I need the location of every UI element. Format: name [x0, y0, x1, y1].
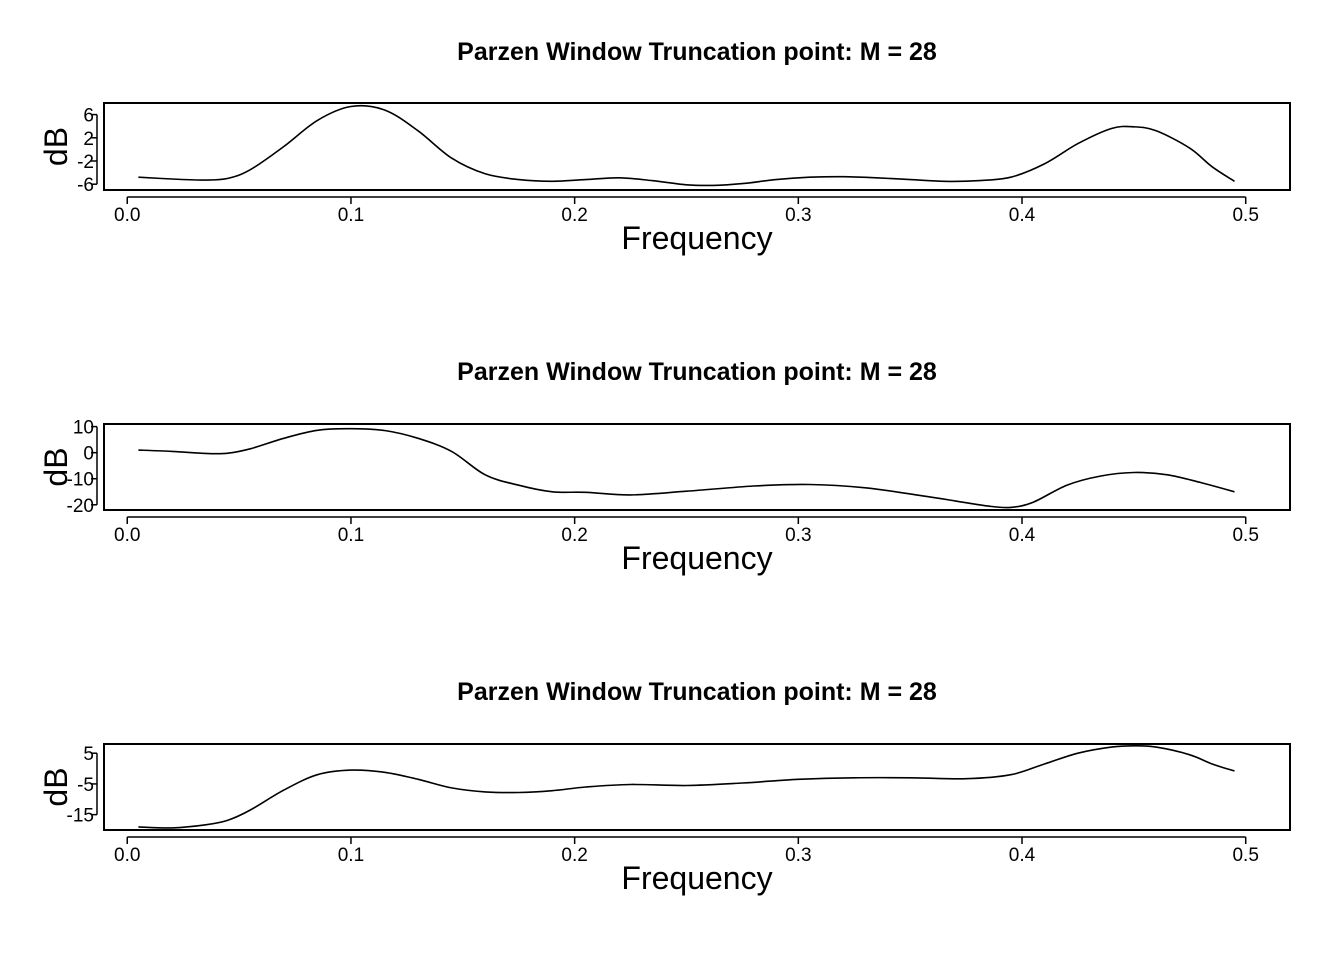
panel-2-title: Parzen Window Truncation point: M = 28 — [457, 358, 937, 386]
panel-1-title: Parzen Window Truncation point: M = 28 — [457, 38, 937, 66]
panel-1-y-tick-label-3: -6 — [77, 175, 94, 196]
panel-1-x-tick-label-0: 0.0 — [114, 205, 140, 226]
panel-3-x-tick-label-2: 0.2 — [561, 845, 587, 866]
panel-3-x-tick-label-1: 0.1 — [338, 845, 364, 866]
panel-2: Parzen Window Truncation point: M = 28 F… — [38, 358, 1291, 576]
panel-1: Parzen Window Truncation point: M = 28 F… — [38, 38, 1291, 256]
panel-1-y-axis-label: dB — [38, 127, 74, 166]
panel-3-plot-frame — [103, 743, 1291, 831]
panel-3: Parzen Window Truncation point: M = 28 F… — [38, 678, 1291, 896]
panel-3-title: Parzen Window Truncation point: M = 28 — [457, 678, 937, 706]
panel-2-x-tick-label-1: 0.1 — [338, 525, 364, 546]
panel-2-y-tick-label-3: -20 — [67, 496, 94, 517]
panel-3-series-line-0 — [138, 744, 1235, 829]
panel-2-y-tick-label-1: 0 — [83, 444, 94, 465]
panel-1-x-axis-label: Frequency — [621, 220, 772, 256]
panel-3-x-tick-label-0: 0.0 — [114, 845, 140, 866]
panel-2-x-tick-label-5: 0.5 — [1232, 525, 1258, 546]
panel-2-x-tick-label-0: 0.0 — [114, 525, 140, 546]
panel-2-plot-frame — [103, 423, 1291, 511]
panel-3-y-tick-label-2: -15 — [67, 806, 94, 827]
panel-3-x-tick-label-5: 0.5 — [1232, 845, 1258, 866]
panel-1-y-tick-label-2: -2 — [77, 152, 94, 173]
panel-1-x-tick-label-5: 0.5 — [1232, 205, 1258, 226]
panel-2-x-tick-label-4: 0.4 — [1009, 525, 1036, 546]
panel-3-y-tick-label-1: -5 — [77, 775, 94, 796]
panel-1-y-tick-label-1: 2 — [83, 129, 94, 150]
panel-3-x-tick-label-4: 0.4 — [1009, 845, 1036, 866]
panel-2-y-tick-label-0: 10 — [73, 418, 94, 439]
panel-2-y-axis-label: dB — [38, 447, 74, 486]
panel-1-x-tick-label-3: 0.3 — [785, 205, 811, 226]
panel-2-x-axis-label: Frequency — [621, 540, 772, 576]
panel-2-x-tick-label-3: 0.3 — [785, 525, 811, 546]
panel-3-x-axis-label: Frequency — [621, 860, 772, 896]
panel-2-y-tick-label-2: -10 — [67, 470, 94, 491]
panel-3-y-axis-label: dB — [38, 767, 74, 806]
panel-2-series-line-0 — [138, 427, 1235, 509]
panel-3-x-tick-label-3: 0.3 — [785, 845, 811, 866]
panel-3-y-tick-label-0: 5 — [83, 744, 94, 765]
panel-1-series-line-0 — [138, 104, 1235, 187]
panel-1-y-tick-label-0: 6 — [83, 106, 94, 127]
panel-1-x-tick-label-2: 0.2 — [561, 205, 587, 226]
panel-1-plot-frame — [103, 102, 1291, 191]
panel-1-x-tick-label-1: 0.1 — [338, 205, 364, 226]
panel-2-x-tick-label-2: 0.2 — [561, 525, 587, 546]
panel-1-x-tick-label-4: 0.4 — [1009, 205, 1036, 226]
